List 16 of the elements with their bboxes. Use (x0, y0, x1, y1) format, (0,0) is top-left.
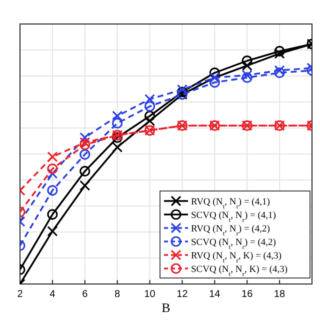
legend-label: SCVQ (N$_{t}$, N$_{r}$, K) = (4,3) (191, 265, 288, 278)
x-tick-label: 12 (176, 289, 188, 300)
x-tick-label: 18 (274, 289, 286, 300)
x-tick-label: 10 (144, 289, 156, 300)
legend-label: RVQ (N$_{t}$, N$_{r}$, K) = (4,3) (191, 252, 282, 264)
x-tick-label: 14 (209, 289, 221, 300)
legend-label: SCVQ (N$_{t}$, N$_{r}$) = (4,1) (191, 211, 276, 224)
x-tick-label: 6 (82, 289, 88, 300)
legend-label: RVQ (N$_{t}$, N$_{r}$) = (4,2) (191, 224, 270, 237)
legend-label: SCVQ (N$_{t}$, N$_{r}$) = (4,2) (191, 238, 276, 250)
legend-label: RVQ (N$_{t}$, N$_{r}$) = (4,1) (191, 198, 270, 210)
x-tick-label: 8 (114, 289, 121, 300)
x-tick-label: 2 (17, 289, 24, 300)
x-tick-label: 16 (242, 289, 254, 300)
x-tick-label: 4 (50, 289, 56, 300)
x-axis-title: B (162, 300, 171, 315)
